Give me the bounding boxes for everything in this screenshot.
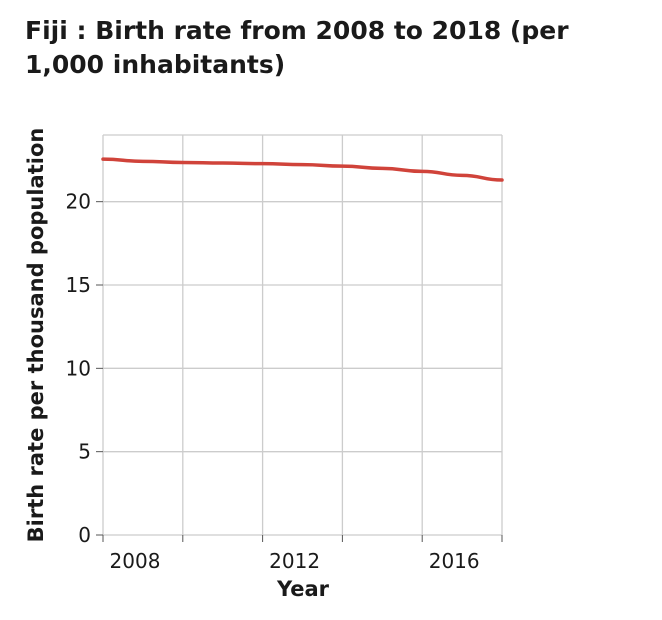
y-tick-label: 15 — [66, 273, 91, 297]
y-tick-label: 20 — [66, 190, 91, 214]
y-tick-label: 10 — [66, 356, 91, 380]
x-axis-label: Year — [276, 577, 330, 601]
x-tick-label: 2008 — [110, 549, 161, 573]
series-line — [101, 157, 504, 182]
y-tick-label: 5 — [78, 440, 91, 464]
x-tick-label: 2016 — [429, 549, 480, 573]
y-tick-label: 0 — [78, 523, 91, 547]
y-axis-label: Birth rate per thousand population — [24, 128, 48, 543]
series-layer — [101, 157, 504, 182]
x-tick-label: 2012 — [269, 549, 320, 573]
chart-title: Fiji : Birth rate from 2008 to 2018 (per… — [25, 16, 569, 79]
grid — [102, 134, 503, 536]
ticks: 0 5 10 15 20 2008 2012 2016 — [66, 190, 503, 573]
